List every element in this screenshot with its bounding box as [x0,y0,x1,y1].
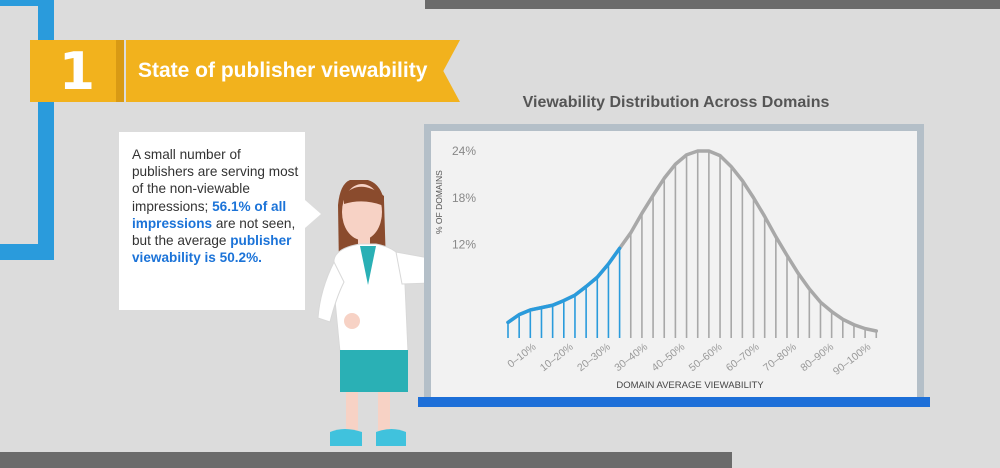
y-tick-label: 18% [452,191,476,205]
speech-bubble-tail [305,200,321,228]
bubble-text-part1: A small number of publishers are serving… [132,147,299,214]
x-tick-label: 50–60% [687,341,725,374]
top-divider-bar [425,0,1000,9]
chart-title: Viewability Distribution Across Domains [522,94,830,111]
highlighted-curve-segment [506,246,622,325]
left-shoe [330,429,362,446]
x-tick-label: 10–20% [538,341,576,374]
bubble-text-part2: are not seen, but the average [132,215,296,249]
section-title-ribbon [126,40,460,102]
x-tick-label: 0–10% [505,341,538,371]
shirt [360,246,376,285]
left-arm [317,260,345,323]
y-tick-label: 12% [452,238,476,252]
section-connector-line [0,0,54,260]
x-tick-label: 70–80% [761,341,799,374]
distribution-chart: 24% 18% 12% % OF DOMAINS 0–10% 10–20% 20–30% 30… [434,144,879,391]
section-number-badge-shade [116,40,124,102]
x-axis-label: DOMAIN AVERAGE VIEWABILITY [616,380,764,391]
section-number-badge [30,40,124,102]
speech-bubble [119,132,305,310]
speech-bubble-text: A small number of publishers are serving… [132,146,302,266]
bubble-highlight-impressions: 56.1% of all impressions [132,198,287,231]
bottom-divider-bar [0,452,732,468]
x-tick-label: 40–50% [649,341,687,374]
bubble-highlight-viewability: publisher viewability is 50.2%. [132,233,292,266]
y-tick-label: 24% [452,144,476,158]
scientist-illustration [317,180,536,446]
whiteboard-ledge [418,397,930,407]
x-tick-label: 30–40% [612,341,650,374]
left-leg [346,392,358,434]
right-shoe [376,429,406,446]
x-tick-label: 90–100% [831,341,873,378]
y-axis-label: % OF DOMAINS [434,170,444,234]
whiteboard-surface [431,131,917,397]
section-number: 1 [58,42,96,102]
x-tick-label: 60–70% [724,341,762,374]
section-title: State of publisher viewability [138,59,428,82]
skirt [340,350,408,392]
bangs [344,186,384,206]
left-hand [344,313,360,329]
right-leg [378,392,390,434]
x-tick-label: 20–30% [575,341,613,374]
